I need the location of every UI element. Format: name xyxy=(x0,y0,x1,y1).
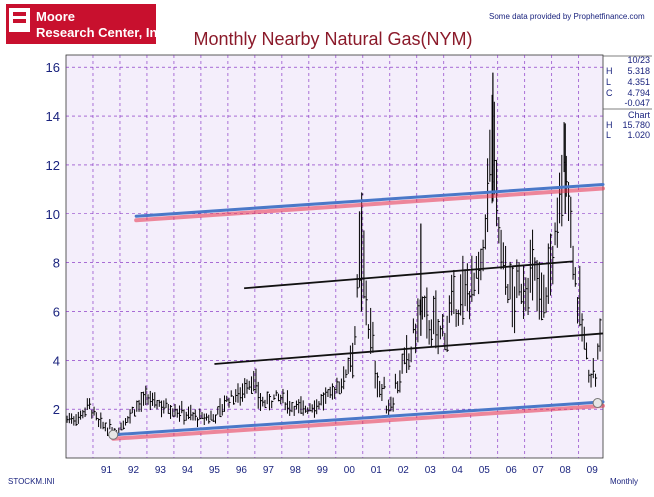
x-tick-label: 08 xyxy=(560,465,572,476)
y-tick-label: 8 xyxy=(53,256,60,271)
x-tick-label: 01 xyxy=(371,465,383,476)
file-name-label: STOCKM.INI xyxy=(8,477,55,486)
x-tick-label: 95 xyxy=(209,465,221,476)
info-key-close: C xyxy=(606,88,613,98)
x-tick-label: 91 xyxy=(101,465,113,476)
trendline-mid-lower xyxy=(214,332,604,365)
x-tick-label: 00 xyxy=(344,465,356,476)
data-credit: Some data provided by Prophetfinance.com xyxy=(489,12,645,21)
x-tick-label: 05 xyxy=(479,465,491,476)
period-label: Monthly xyxy=(610,477,638,486)
info-panel: 10/23 H 5.318 L 4.351 C 4.794 -0.047 Cha… xyxy=(603,55,652,140)
pivot-marker xyxy=(108,429,119,440)
info-chart-key-high: H xyxy=(606,120,613,130)
logo-mark-stripe xyxy=(13,19,26,23)
x-tick-label: 02 xyxy=(398,465,410,476)
info-chart-label: Chart xyxy=(628,110,651,120)
pivot-marker xyxy=(592,398,603,409)
chart-title: Monthly Nearby Natural Gas(NYM) xyxy=(193,29,472,49)
y-tick-label: 4 xyxy=(53,353,60,368)
x-tick-label: 06 xyxy=(506,465,518,476)
trendline-mid-upper xyxy=(244,260,574,290)
trendline-upper-channel-red xyxy=(134,186,605,223)
y-tick-label: 16 xyxy=(46,60,60,75)
logo-line1: Moore xyxy=(36,9,75,24)
info-value-high: 5.318 xyxy=(627,66,650,76)
y-tick-label: 10 xyxy=(46,207,60,222)
info-key-high: H xyxy=(606,66,613,76)
info-value-close: 4.794 xyxy=(627,88,650,98)
info-chart-value-low: 1.020 xyxy=(627,130,650,140)
x-tick-label: 98 xyxy=(290,465,302,476)
trendline-upper-channel-blue xyxy=(134,182,605,218)
trendline-lower-channel-red xyxy=(111,403,605,441)
info-chart-key-low: L xyxy=(606,130,611,140)
x-tick-label: 04 xyxy=(452,465,464,476)
logo-box xyxy=(6,4,156,44)
x-tick-label: 97 xyxy=(263,465,275,476)
y-tick-label: 2 xyxy=(53,402,60,417)
axis-ticks: 2 4 6 8 10 12 14 16 91 92 93 94 95 96 97 98 99 00 01 02 03 04… xyxy=(46,60,599,476)
x-tick-label: 03 xyxy=(425,465,437,476)
x-tick-label: 93 xyxy=(155,465,167,476)
x-tick-label: 94 xyxy=(182,465,194,476)
x-tick-label: 96 xyxy=(236,465,248,476)
logo-mark-stripe xyxy=(13,12,26,16)
x-tick-label: 09 xyxy=(587,465,599,476)
x-tick-label: 99 xyxy=(317,465,329,476)
info-date: 10/23 xyxy=(627,55,650,65)
trendline-lower-channel-blue xyxy=(111,400,605,437)
y-tick-label: 14 xyxy=(46,109,60,124)
grid-layer xyxy=(65,54,604,459)
info-value-low: 4.351 xyxy=(627,77,650,87)
info-value-change: -0.047 xyxy=(624,98,650,108)
info-key-low: L xyxy=(606,77,611,87)
info-chart-value-high: 15.780 xyxy=(622,120,650,130)
x-tick-label: 07 xyxy=(533,465,545,476)
trendlines xyxy=(108,182,605,441)
y-tick-label: 6 xyxy=(53,304,60,319)
logo-line2: Research Center, Inc. xyxy=(36,25,168,40)
y-tick-label: 12 xyxy=(46,158,60,173)
x-tick-label: 92 xyxy=(128,465,140,476)
